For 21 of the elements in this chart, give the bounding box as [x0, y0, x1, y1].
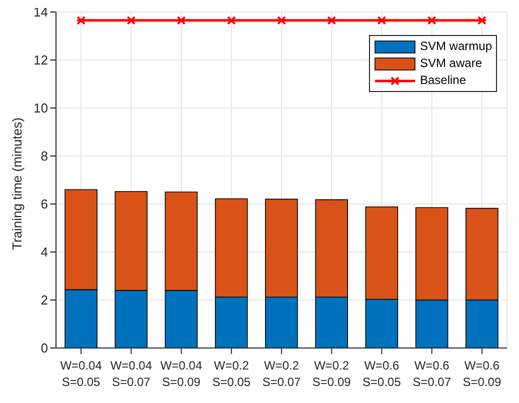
x-tick-label: W=0.04 S=0.07 [110, 358, 152, 389]
x-tick-label: W=0.6 S=0.07 [412, 358, 452, 389]
x-tick-label: W=0.2 S=0.09 [312, 358, 352, 389]
y-tick-label: 8 [40, 148, 48, 164]
x-tick-label: W=0.6 S=0.09 [462, 358, 502, 389]
x-tick-label: W=0.04 S=0.05 [60, 358, 102, 389]
legend-label: SVM aware [420, 55, 482, 72]
y-tick-label: 4 [40, 244, 48, 260]
y-tick-label: 10 [34, 100, 48, 116]
legend-label: Baseline [420, 72, 466, 89]
y-tick-label: 6 [40, 196, 48, 212]
x-tick-label: W=0.6 S=0.05 [362, 358, 402, 389]
y-axis-title: Training time (minutes) [10, 118, 25, 250]
legend-label: SVM warmup [420, 38, 492, 55]
x-tick-label: W=0.2 S=0.05 [212, 358, 251, 389]
x-tick-label: W=0.04 S=0.09 [160, 358, 202, 389]
x-tick-label: W=0.2 S=0.07 [262, 358, 302, 389]
y-tick-label: 2 [40, 292, 48, 308]
y-tick-label: 12 [34, 52, 48, 68]
y-tick-label: 14 [34, 4, 48, 20]
y-tick-label: 0 [40, 340, 48, 356]
